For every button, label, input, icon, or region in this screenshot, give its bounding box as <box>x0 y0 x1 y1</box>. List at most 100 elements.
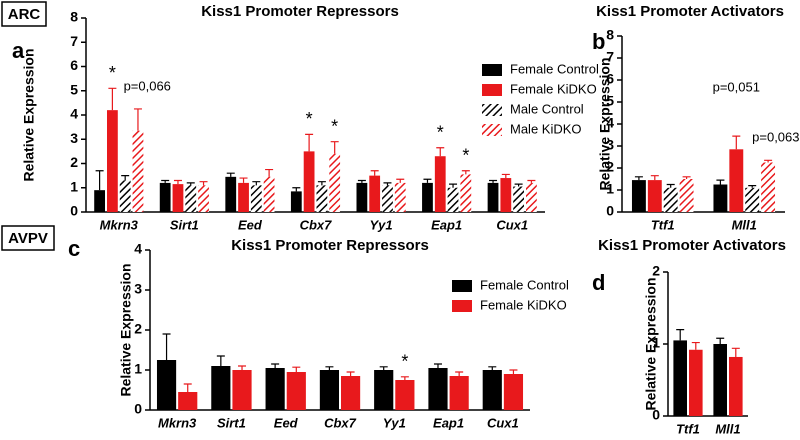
error-bar <box>346 371 355 376</box>
error-bar <box>396 178 405 183</box>
bar <box>119 180 131 212</box>
error-bar <box>400 376 409 380</box>
bar <box>316 185 328 212</box>
bar <box>369 175 381 212</box>
bar <box>238 182 249 212</box>
y-tick-label: 5 <box>606 93 614 109</box>
y-tick-label: 3 <box>606 137 614 153</box>
x-tick-label: Mll1 <box>732 217 757 232</box>
error-bar <box>183 383 192 392</box>
error-bar <box>370 170 379 176</box>
y-tick-label: 0 <box>70 203 78 219</box>
y-tick-label: 2 <box>134 321 142 337</box>
error-bar <box>501 173 510 179</box>
error-bar <box>676 329 685 341</box>
error-bar <box>95 170 104 191</box>
region-label: AVPV <box>8 230 48 247</box>
bar <box>178 392 198 410</box>
bar <box>356 182 368 212</box>
x-tick-label: Cbx7 <box>324 415 357 430</box>
legend-swatch <box>452 300 472 312</box>
bar <box>663 187 678 212</box>
error-bar <box>449 183 458 188</box>
region-label: ARC <box>8 6 41 23</box>
panel-label: c <box>68 236 80 261</box>
bar <box>460 174 472 212</box>
error-bar <box>455 371 464 376</box>
bar <box>447 187 459 212</box>
x-tick-label: Yy1 <box>383 415 406 430</box>
x-tick-label: Ttf1 <box>676 421 700 436</box>
error-bar <box>436 147 445 157</box>
annotation: * <box>437 122 444 142</box>
error-bar <box>216 355 225 366</box>
x-tick-label: Cux1 <box>487 415 519 430</box>
bar <box>500 178 512 212</box>
error-bar <box>650 175 659 181</box>
bar <box>319 370 339 410</box>
legend-label: Male Control <box>510 101 584 116</box>
chart-title: Kiss1 Promoter Activators <box>598 237 786 254</box>
error-bar <box>666 183 675 188</box>
error-bar <box>325 366 334 370</box>
error-bar <box>199 181 208 186</box>
bar <box>156 360 177 410</box>
bar <box>503 374 524 410</box>
bar <box>729 356 743 416</box>
error-bar <box>634 176 643 181</box>
x-tick-label: Yy1 <box>370 217 393 232</box>
bar <box>422 182 433 212</box>
bar <box>482 370 502 410</box>
region-box <box>1 1 47 27</box>
panel-label: b <box>592 29 605 54</box>
error-bar <box>764 159 773 163</box>
error-bar <box>489 179 498 183</box>
x-tick-label: Mll1 <box>715 421 740 436</box>
bar <box>211 366 231 410</box>
y-tick-label: 6 <box>606 71 614 87</box>
bar <box>745 187 760 212</box>
panel-label: d <box>592 270 605 295</box>
y-tick-label: 1 <box>70 178 78 194</box>
y-tick-label: 4 <box>606 115 614 131</box>
bar <box>286 372 306 410</box>
y-tick-label: 1 <box>606 181 614 197</box>
error-bar <box>173 179 182 185</box>
y-tick-label: 2 <box>70 154 78 170</box>
annotation: * <box>306 109 313 129</box>
bar <box>172 184 184 212</box>
error-bar <box>292 187 301 192</box>
bar <box>265 368 285 410</box>
error-bar <box>514 183 523 187</box>
legend-swatch <box>482 104 502 116</box>
legend-swatch <box>482 84 502 96</box>
annotation: p=0,051 <box>713 80 760 95</box>
x-tick-label: Sirt1 <box>170 217 199 232</box>
bar <box>647 180 662 212</box>
y-tick-label: 4 <box>70 106 78 122</box>
annotation: * <box>109 63 116 83</box>
bar <box>513 186 525 212</box>
bar <box>290 191 302 212</box>
bar <box>631 180 646 212</box>
error-bar <box>161 179 170 183</box>
legend-swatch <box>452 280 472 292</box>
bar <box>341 376 361 410</box>
y-tick-label: 2 <box>652 263 660 279</box>
legend-label: Female Control <box>480 277 569 292</box>
error-bar <box>238 365 247 370</box>
y-tick-label: 0 <box>134 401 142 417</box>
x-tick-label: Eed <box>274 415 299 430</box>
x-tick-label: Ttf1 <box>651 217 675 232</box>
error-bar <box>133 108 142 131</box>
x-tick-label: Sirt1 <box>217 415 246 430</box>
y-tick-label: 7 <box>606 49 614 65</box>
bar <box>382 185 393 212</box>
bar <box>250 185 262 212</box>
y-tick-label: 6 <box>70 57 78 73</box>
annotation: * <box>462 146 469 166</box>
bar <box>185 185 197 212</box>
error-bar <box>292 366 301 372</box>
bar <box>94 190 105 212</box>
